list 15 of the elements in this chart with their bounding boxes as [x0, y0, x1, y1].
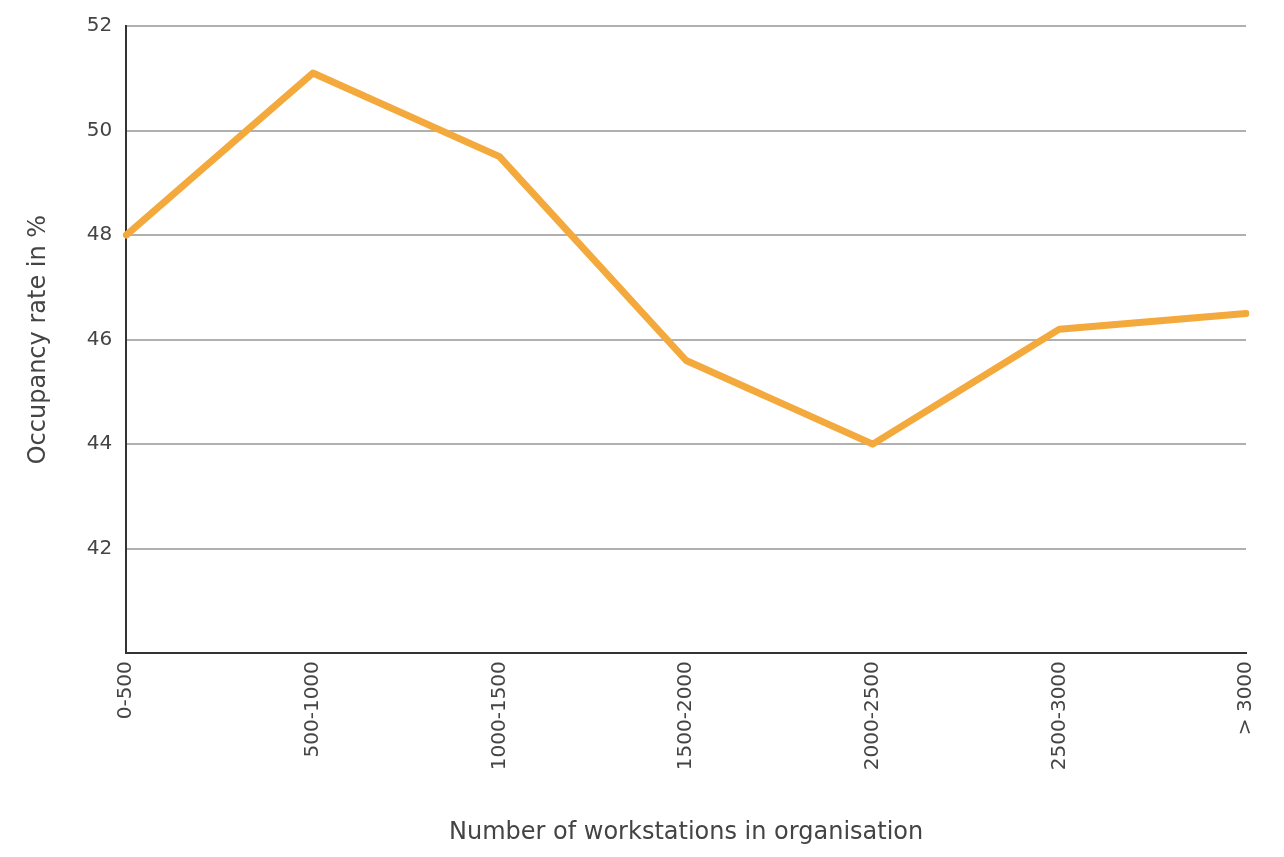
x-tick-label: 0-500	[112, 661, 137, 720]
x-tick-label: 2000-2500	[858, 661, 883, 771]
x-tick-label: 1000-1500	[485, 661, 510, 771]
x-tick-label: > 3000	[1232, 661, 1257, 736]
y-tick-label: 50	[86, 116, 113, 141]
x-tick-label: 2500-3000	[1045, 661, 1070, 771]
y-tick-label: 48	[86, 221, 113, 246]
x-tick-label: 500-1000	[299, 661, 324, 758]
y-tick-label: 46	[86, 325, 113, 350]
y-tick-label: 42	[86, 534, 113, 559]
y-tick-label: 44	[86, 430, 113, 455]
x-tick-label: 1500-2000	[672, 661, 697, 771]
y-tick-label: 52	[86, 12, 113, 37]
x-axis-title: Number of workstations in organisation	[449, 816, 924, 845]
y-axis-title: Occupancy rate in %	[22, 214, 51, 465]
